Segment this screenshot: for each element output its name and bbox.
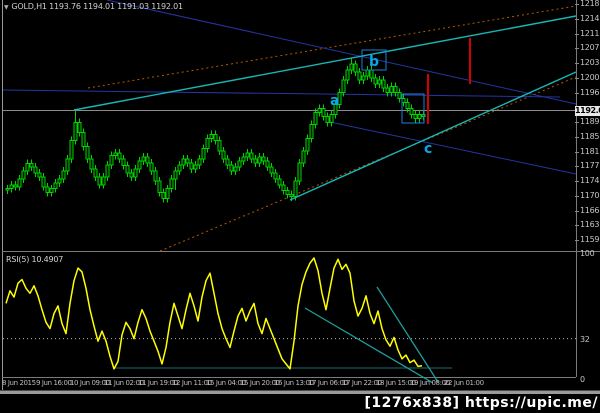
- price-axis-label: 1196.40: [580, 88, 600, 97]
- price-tick-dash: [575, 137, 579, 138]
- price-tick-dash: [575, 48, 579, 49]
- current-price-tag: 1192.01: [575, 106, 600, 116]
- orange-dotted-lower: [159, 76, 576, 251]
- price-axis-label: 1166.80: [580, 206, 600, 215]
- price-tick-dash: [575, 19, 579, 20]
- price-axis-label: 1185.30: [580, 132, 600, 141]
- time-axis-label: 11 Jun 19:00: [138, 379, 178, 387]
- time-axis-label: 18 Jun 15:00: [376, 379, 416, 387]
- lower-cyan-trendline: [289, 71, 576, 201]
- candlesticks: [5, 57, 426, 203]
- price-axis-label: 1170.50: [580, 191, 600, 200]
- chart-title: ▼ GOLD,H1 1193.76 1194.01 1191.03 1192.01: [4, 2, 183, 11]
- price-tick-dash: [575, 63, 579, 64]
- price-tick-dash: [575, 34, 579, 35]
- rsi-cyan-trendline-1: [304, 307, 434, 384]
- pane-separator[interactable]: [2, 251, 600, 252]
- price-tick-dash: [575, 4, 579, 5]
- blue-breakdown-box: [401, 93, 425, 124]
- blue-b-box: [361, 49, 387, 71]
- price-axis-label: 1218.60: [580, 0, 600, 8]
- navy-channel-2: [106, 0, 576, 105]
- price-axis-label: 1159.40: [580, 235, 600, 244]
- price-tick-dash: [575, 93, 579, 94]
- chart-title-text: GOLD,H1 1193.76 1194.01 1191.03 1192.01: [11, 2, 183, 11]
- rsi-bottom-border: [2, 377, 576, 378]
- price-axis-label: 1207.50: [580, 43, 600, 52]
- time-axis-label: 12 Jun 11:00: [172, 379, 212, 387]
- scrollbar-track-edge: [0, 390, 600, 391]
- price-chart-canvas[interactable]: a b c: [3, 0, 576, 251]
- price-axis-border: [576, 0, 577, 377]
- time-axis-label: 17 Jun 06:00: [308, 379, 348, 387]
- price-tick-dash: [575, 196, 579, 197]
- navy-channel-3: [329, 121, 576, 175]
- orange-dotted-upper: [87, 5, 576, 89]
- rsi-line: [5, 257, 423, 370]
- price-axis-label: 1181.60: [580, 147, 600, 156]
- rsi-axis-label: 100: [580, 249, 595, 258]
- price-axis-label: 1211.20: [580, 29, 600, 38]
- time-axis-label: 8 Jun 2015: [2, 379, 36, 387]
- horizontal-scrollbar[interactable]: [0, 391, 600, 394]
- time-axis-label: 17 Jun 22:00: [342, 379, 382, 387]
- window-left-border: [2, 0, 3, 390]
- price-tick-dash: [575, 78, 579, 79]
- price-axis-label: 1177.90: [580, 161, 600, 170]
- price-axis-label: 1200.10: [580, 73, 600, 82]
- time-axis-label: 16 Jun 13:00: [274, 379, 314, 387]
- rsi-cyan-trendline-2: [376, 286, 439, 383]
- rsi-axis-label: 32: [580, 335, 590, 344]
- watermark-text: [1276x838] https://upic.me/: [364, 395, 598, 411]
- price-axis-label: 1189.00: [580, 117, 600, 126]
- price-tick-dash: [575, 166, 579, 167]
- time-axis-label: 9 Jun 16:00: [36, 379, 72, 387]
- wave-letter-b: b: [369, 54, 379, 70]
- price-axis-label: 1203.80: [580, 58, 600, 67]
- price-axis-label: 1214.90: [580, 14, 600, 23]
- time-axis-label: 11 Jun 02:00: [104, 379, 144, 387]
- time-axis-label: 15 Jun 20:00: [240, 379, 280, 387]
- time-axis-label: 15 Jun 04:00: [206, 379, 246, 387]
- time-axis-label: 19 Jun 08:00: [410, 379, 450, 387]
- symbol-dropdown-icon[interactable]: ▼: [4, 4, 9, 11]
- price-tick-dash: [575, 122, 579, 123]
- navy-channel-1: [3, 89, 561, 98]
- price-tick-dash: [575, 240, 579, 241]
- upper-cyan-trendline: [73, 15, 576, 111]
- rsi-chart-canvas[interactable]: [3, 253, 576, 391]
- rsi-indicator-label: RSI(5) 10.4907: [6, 255, 64, 264]
- price-tick-dash: [575, 152, 579, 153]
- price-tick-dash: [575, 225, 579, 226]
- time-axis-label: 22 Jun 01:00: [444, 379, 484, 387]
- wave-letter-a: a: [330, 93, 339, 109]
- price-axis-label: 1163.10: [580, 220, 600, 229]
- price-tick-dash: [575, 211, 579, 212]
- price-axis-label: 1174.20: [580, 176, 600, 185]
- time-axis-label: 10 Jun 09:00: [70, 379, 110, 387]
- price-tick-dash: [575, 181, 579, 182]
- wave-letter-c: c: [424, 141, 432, 157]
- rsi-axis-label: 0: [580, 375, 585, 384]
